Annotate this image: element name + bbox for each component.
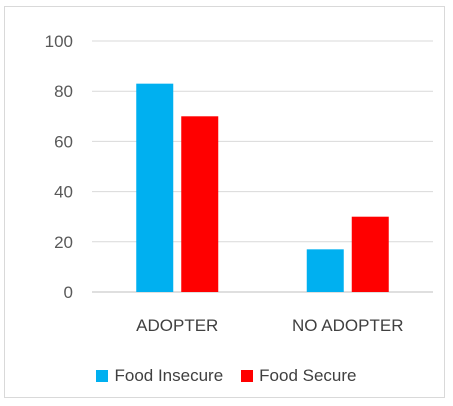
y-tick-label: 20 bbox=[54, 233, 73, 252]
legend-item-food-secure: Food Secure bbox=[241, 366, 357, 386]
bar-food-secure-no-adopter bbox=[351, 216, 389, 292]
legend-item-food-insecure: Food Insecure bbox=[96, 366, 223, 386]
legend-label-food-secure: Food Secure bbox=[259, 366, 357, 385]
x-category-label: NO ADOPTER bbox=[292, 316, 403, 335]
bar-food-insecure-no-adopter bbox=[306, 249, 344, 292]
y-tick-label: 40 bbox=[54, 183, 73, 202]
bar-food-insecure-adopter bbox=[136, 83, 174, 292]
legend-label-food-insecure: Food Insecure bbox=[114, 366, 224, 385]
legend-swatch-food-secure bbox=[241, 370, 254, 382]
y-tick-label: 100 bbox=[45, 32, 73, 51]
legend-swatch-food-insecure bbox=[96, 370, 109, 382]
chart-frame bbox=[4, 6, 445, 398]
y-tick-label: 0 bbox=[64, 283, 73, 302]
legend: Food Insecure Food Secure bbox=[0, 366, 453, 386]
bar-food-secure-adopter bbox=[181, 116, 219, 292]
x-category-label: ADOPTER bbox=[136, 316, 218, 335]
y-tick-label: 80 bbox=[54, 82, 73, 101]
y-tick-label: 60 bbox=[54, 132, 73, 151]
